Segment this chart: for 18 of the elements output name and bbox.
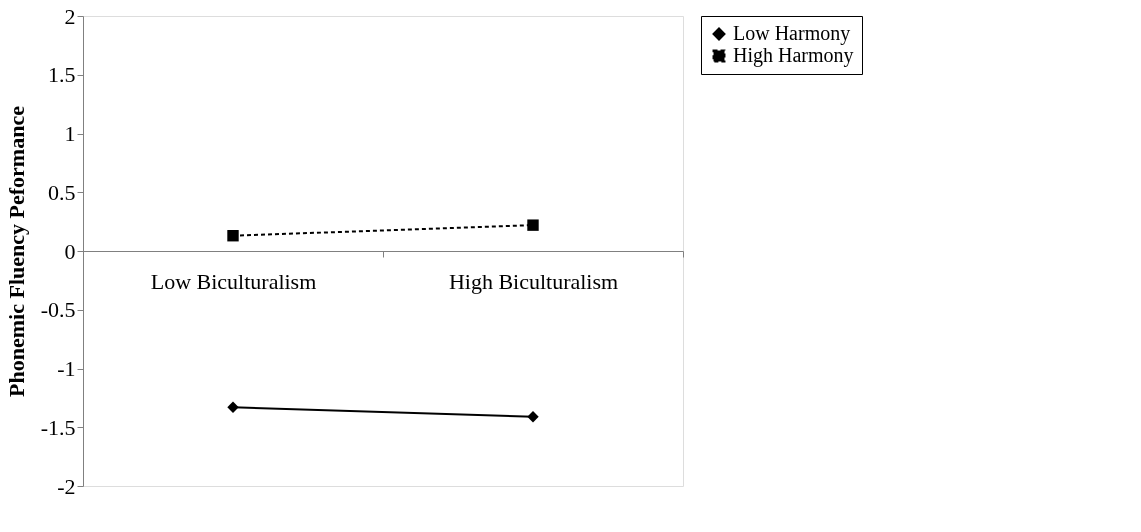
- y-tick-label: 1.5: [48, 62, 76, 88]
- point: [527, 410, 539, 423]
- y-tick-label: -1.5: [40, 414, 76, 440]
- x-tick-label: High Biculturalism: [448, 268, 619, 294]
- point: [227, 230, 239, 242]
- y-tick-label: -2: [57, 473, 76, 499]
- y-tick-label: 0.5: [48, 179, 76, 205]
- point: [227, 401, 239, 413]
- y-tick-label: -0.5: [40, 297, 76, 323]
- legend-label: Low Harmony: [733, 22, 851, 45]
- y-tick-label: 1: [64, 121, 76, 146]
- y-axis-title: Phonemic Fluency Peformance: [3, 105, 29, 397]
- y-tick-label: 0: [64, 238, 76, 264]
- legend-label: High Harmony: [733, 44, 854, 67]
- y-tick-label: 2: [64, 3, 76, 29]
- x-tick-label: Low Biculturalism: [150, 268, 317, 294]
- y-tick-label: -1: [57, 356, 76, 381]
- point: [527, 219, 539, 231]
